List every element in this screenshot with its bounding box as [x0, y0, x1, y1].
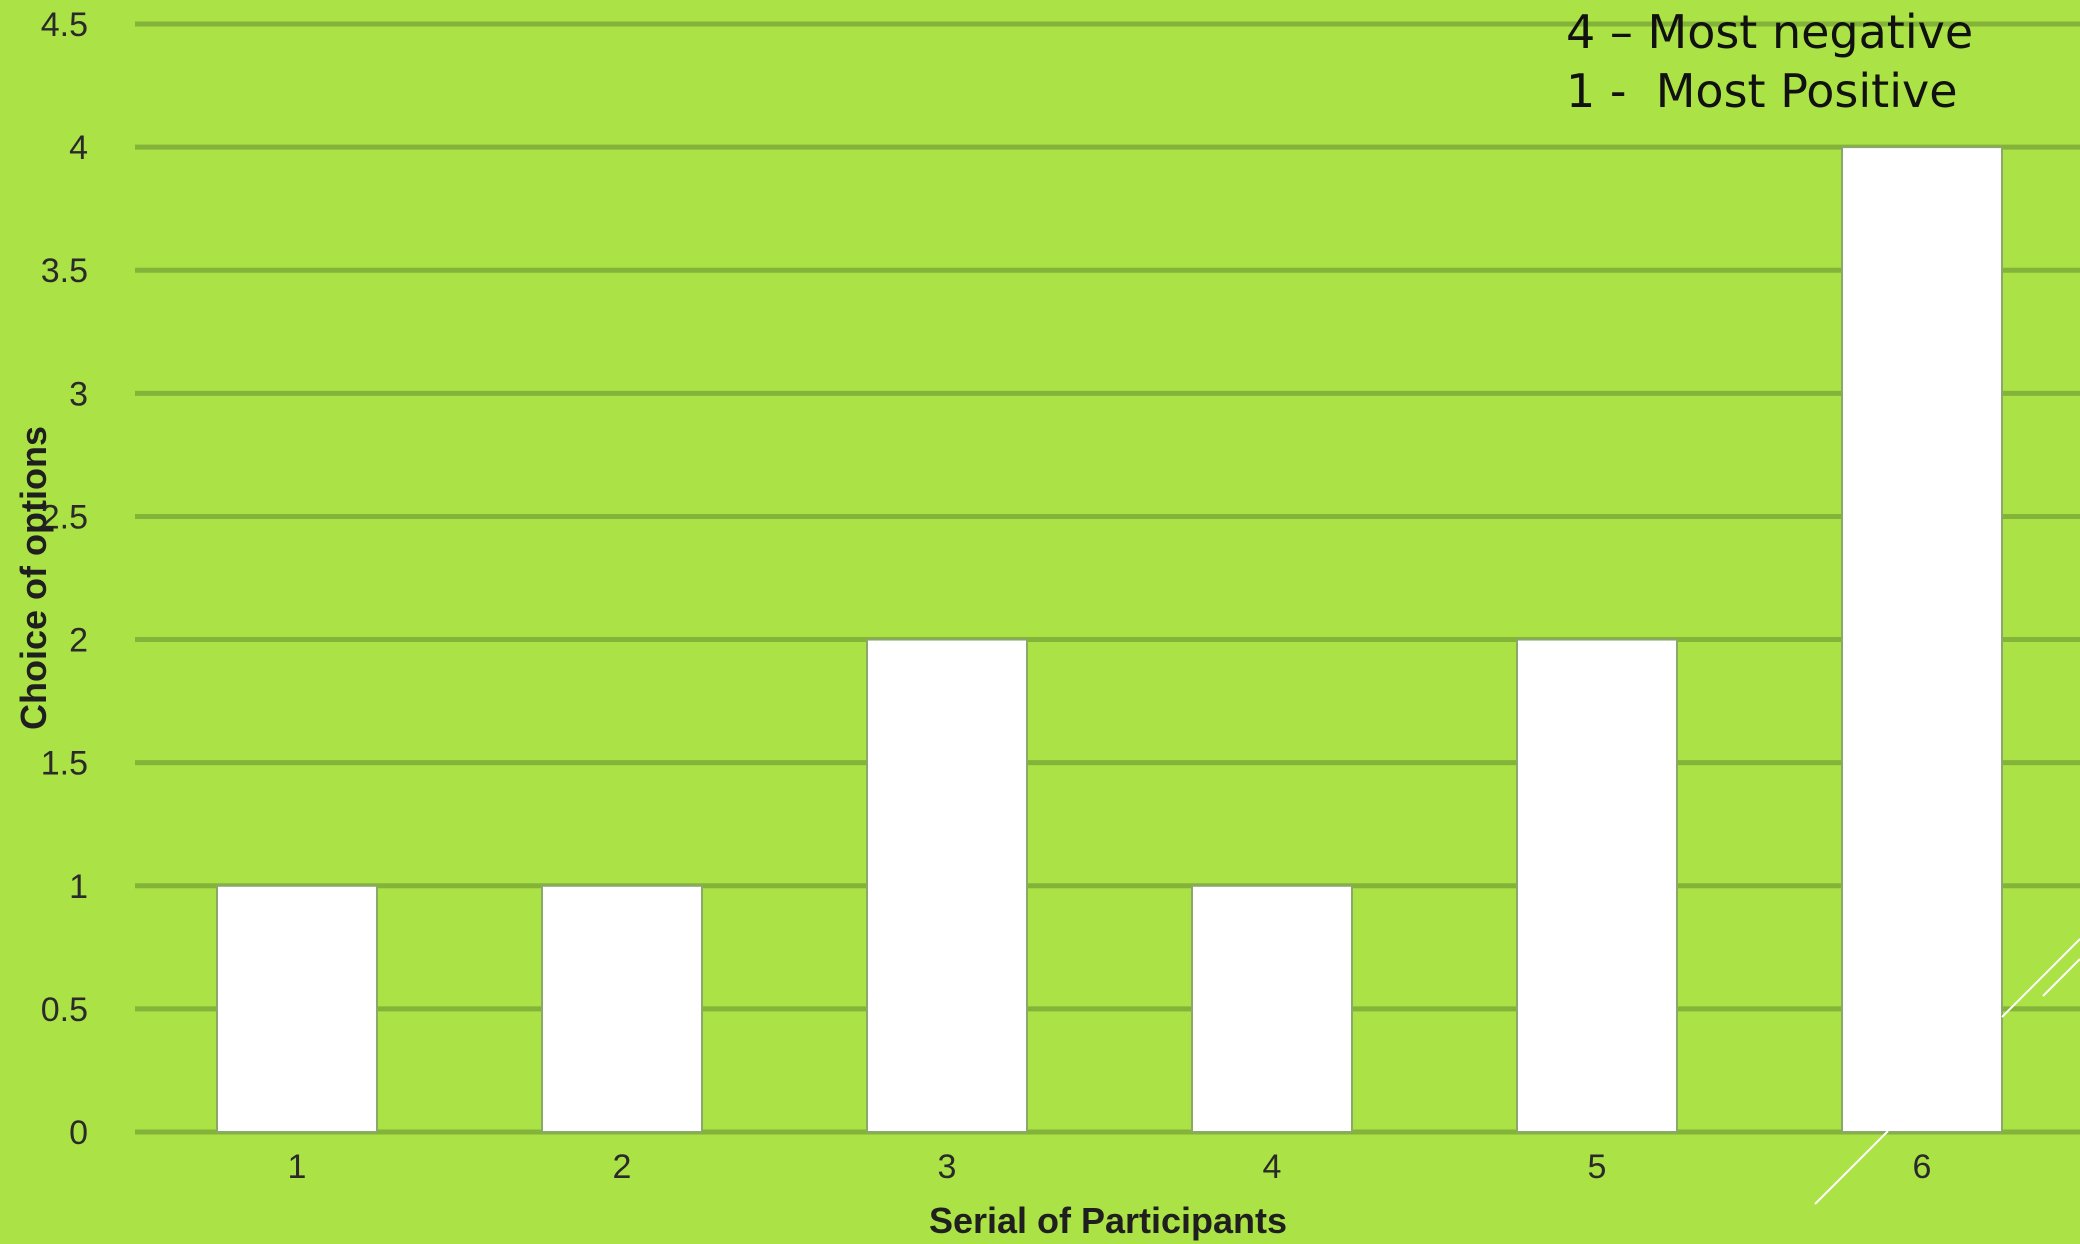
y-tick-label: 4.5 [41, 6, 88, 44]
y-tick-label: 2.5 [41, 498, 88, 536]
y-tick-label: 0 [69, 1114, 88, 1152]
y-tick-label: 0.5 [41, 991, 88, 1029]
y-tick-label: 3.5 [41, 252, 88, 290]
gridlines [135, 21, 2080, 1135]
y-tick-label: 1.5 [41, 745, 88, 783]
bar-participant-4 [1191, 884, 1353, 1133]
decorative-line [2042, 958, 2080, 997]
decorative-line [2001, 938, 2080, 1018]
x-tick-label: 1 [288, 1148, 307, 1186]
annotation-most-negative: 4 – Most negative [1566, 5, 1973, 59]
x-tick-label: 3 [938, 1148, 957, 1186]
y-axis-title: Choice of options [13, 426, 54, 730]
decorative-line [1814, 1130, 1889, 1205]
x-tick-label: 2 [613, 1148, 632, 1186]
bar-participant-5 [1516, 638, 1678, 1133]
x-tick-label: 6 [1913, 1148, 1932, 1186]
y-tick-label: 1 [69, 868, 88, 906]
bar-participant-1 [216, 884, 378, 1133]
y-tick-label: 2 [69, 622, 88, 660]
y-tick-labels: 0 0.5 1 1.5 2 2.5 3 3.5 4 4.5 [41, 6, 88, 1152]
x-tick-label: 4 [1263, 1148, 1282, 1186]
annotation-most-positive: 1 - Most Positive [1566, 64, 1958, 118]
bar-participant-2 [541, 884, 703, 1133]
bar-participant-6 [1841, 146, 2003, 1134]
decorative-lines [1814, 938, 2080, 1205]
y-tick-label: 4 [69, 129, 88, 167]
x-tick-labels: 1 2 3 4 5 6 [288, 1148, 1932, 1186]
bars [216, 146, 2003, 1134]
x-axis-title: Serial of Participants [929, 1200, 1287, 1241]
y-tick-label: 3 [69, 375, 88, 413]
x-tick-label: 5 [1588, 1148, 1607, 1186]
bar-participant-3 [866, 638, 1028, 1133]
